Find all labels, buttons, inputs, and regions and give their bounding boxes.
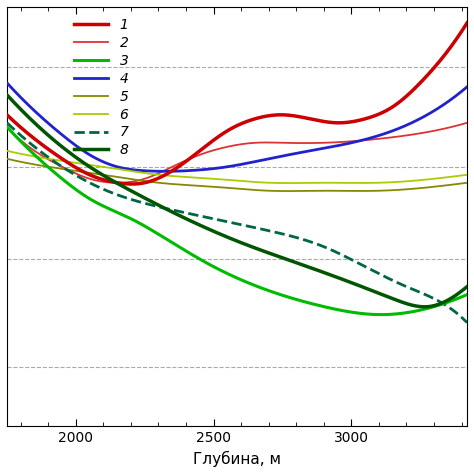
Legend: 1, 2, 3, 4, 5, 6, 7, 8: 1, 2, 3, 4, 5, 6, 7, 8 xyxy=(73,18,128,157)
X-axis label: Глубина, м: Глубина, м xyxy=(193,451,281,467)
